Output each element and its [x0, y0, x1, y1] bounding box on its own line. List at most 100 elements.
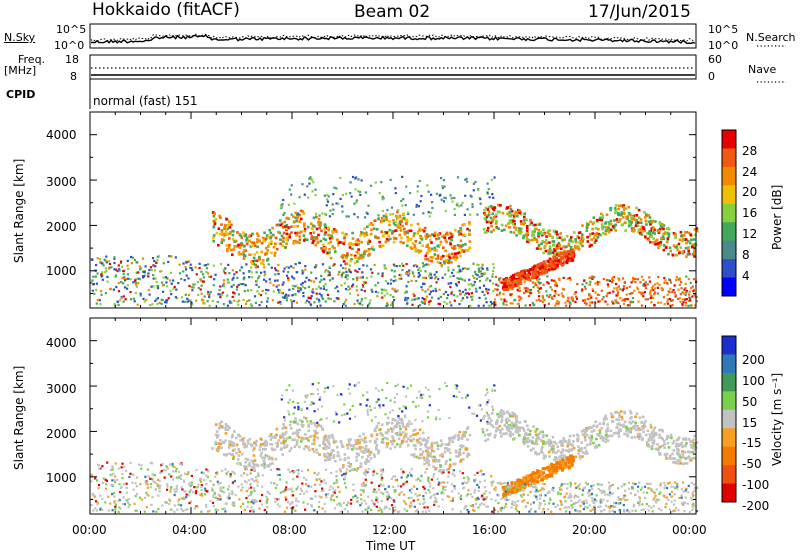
- data-cell: [380, 181, 383, 184]
- data-cell: [482, 272, 485, 275]
- data-cell: [428, 215, 431, 218]
- data-cell: [626, 304, 630, 307]
- data-cell: [338, 468, 342, 471]
- data-cell: [381, 388, 384, 392]
- data-cell: [295, 499, 298, 502]
- data-cell: [371, 271, 374, 274]
- data-cell: [381, 477, 384, 480]
- data-cell: [269, 281, 272, 284]
- data-cell: [220, 223, 223, 226]
- data-cell: [361, 455, 364, 459]
- data-cell: [190, 301, 193, 305]
- data-cell: [611, 300, 614, 303]
- data-cell: [392, 499, 395, 502]
- data-cell: [90, 281, 93, 284]
- data-cell: [513, 222, 516, 226]
- data-cell: [211, 447, 214, 450]
- data-cell: [111, 509, 114, 512]
- data-cell: [384, 240, 388, 244]
- data-cell: [272, 284, 275, 287]
- data-cell: [563, 260, 566, 264]
- data-cell: [398, 226, 402, 229]
- data-cell: [347, 461, 350, 464]
- data-cell: [538, 232, 542, 235]
- data-cell: [347, 456, 350, 460]
- data-cell: [596, 281, 599, 284]
- data-cell: [298, 419, 302, 422]
- data-cell: [335, 470, 338, 473]
- data-cell: [316, 431, 319, 435]
- data-cell: [255, 271, 258, 274]
- data-cell: [339, 503, 342, 506]
- data-cell: [415, 479, 418, 482]
- data-cell: [180, 296, 184, 299]
- data-cell: [364, 444, 368, 448]
- data-cell: [632, 279, 635, 282]
- data-cell: [275, 285, 278, 288]
- data-cell: [616, 211, 620, 215]
- data-cell: [565, 245, 568, 248]
- data-cell: [684, 301, 687, 304]
- data-cell: [325, 288, 328, 291]
- data-cell: [512, 231, 516, 234]
- data-cell: [116, 478, 119, 481]
- data-cell: [409, 384, 413, 387]
- data-cell: [143, 270, 146, 273]
- data-cell: [672, 289, 675, 292]
- data-cell: [326, 386, 329, 389]
- data-cell: [406, 474, 410, 477]
- data-cell: [307, 425, 310, 428]
- data-cell: [202, 299, 205, 302]
- data-cell: [184, 293, 187, 296]
- data-cell: [490, 484, 493, 487]
- data-cell: [150, 503, 153, 506]
- data-cell: [440, 439, 443, 442]
- data-cell: [287, 410, 290, 413]
- data-cell: [393, 505, 396, 508]
- data-cell: [412, 272, 415, 275]
- data-cell: [525, 226, 529, 230]
- data-cell: [226, 227, 229, 231]
- data-cell: [633, 289, 636, 292]
- data-cell: [260, 250, 263, 254]
- data-cell: [388, 507, 391, 510]
- data-cell: [433, 231, 437, 235]
- data-cell: [215, 434, 219, 437]
- data-cell: [565, 304, 568, 307]
- data-cell: [540, 265, 544, 269]
- data-cell: [350, 258, 353, 261]
- data-cell: [556, 233, 559, 236]
- data-cell: [654, 220, 657, 223]
- data-cell: [671, 304, 674, 307]
- data-cell: [253, 259, 257, 263]
- data-cell: [424, 491, 427, 494]
- data-cell: [534, 267, 538, 271]
- data-cell: [290, 265, 293, 268]
- data-cell: [383, 267, 386, 270]
- data-cell: [240, 236, 243, 239]
- data-cell: [299, 440, 303, 443]
- data-cell: [484, 439, 487, 442]
- data-cell: [152, 510, 155, 513]
- data-cell: [440, 471, 443, 474]
- data-cell: [622, 302, 626, 305]
- data-cell: [234, 239, 238, 243]
- data-cell: [246, 458, 250, 462]
- data-cell: [230, 490, 233, 493]
- data-cell: [318, 478, 321, 481]
- data-cell: [684, 298, 687, 301]
- data-cell: [434, 493, 437, 496]
- data-cell: [171, 478, 174, 481]
- data-cell: [310, 222, 313, 226]
- data-cell: [379, 431, 383, 435]
- data-cell: [147, 475, 150, 478]
- data-cell: [361, 484, 364, 488]
- data-cell: [224, 230, 228, 233]
- data-cell: [398, 418, 402, 421]
- data-cell: [315, 212, 318, 215]
- velocity-cbar-tick-minus50: -50: [742, 457, 762, 471]
- data-cell: [170, 293, 173, 296]
- data-cell: [263, 462, 266, 466]
- data-cell: [282, 423, 285, 426]
- data-cell: [689, 304, 692, 307]
